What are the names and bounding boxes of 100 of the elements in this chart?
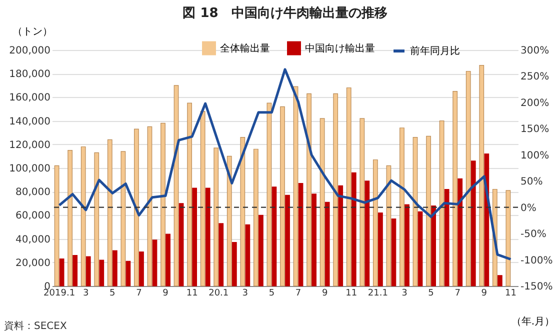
x-tick-label: 2019.1 [44, 288, 76, 298]
bar [166, 234, 170, 286]
bar [120, 151, 126, 286]
x-tick-label: 11 [504, 288, 516, 298]
bar [506, 190, 511, 286]
bar [351, 172, 356, 286]
y-tick-label: 160,000 [9, 92, 50, 104]
bar [439, 120, 444, 286]
bar [178, 203, 184, 286]
bar [386, 165, 392, 286]
bar [391, 218, 396, 286]
x-tick-label: 21.1 [368, 288, 388, 298]
bar [333, 93, 338, 286]
bar [404, 204, 410, 286]
bar [187, 102, 192, 286]
bar [458, 178, 463, 286]
text: 資料：SECEX [4, 320, 67, 332]
bar [312, 194, 316, 286]
legend-label: 前年同月比 [410, 45, 460, 57]
bar [107, 139, 112, 286]
y-tick-label: 140,000 [9, 116, 50, 128]
bar [59, 258, 64, 286]
bar [54, 165, 60, 286]
bar [254, 148, 258, 286]
y2-tick-label: -50% [520, 229, 546, 240]
bar [152, 240, 158, 286]
bar [360, 118, 365, 286]
bar [378, 212, 383, 286]
y-tick-label: 20,000 [16, 258, 50, 269]
bar [205, 188, 210, 286]
x-tick-label: 11 [186, 288, 198, 298]
bar [426, 136, 431, 286]
x-tick-label: 3 [402, 288, 408, 298]
bar [452, 91, 458, 286]
bar [232, 242, 237, 286]
x-tick-label: 7 [454, 288, 460, 298]
bar [338, 185, 344, 286]
bar [80, 146, 86, 286]
bar [364, 180, 370, 286]
bar [126, 260, 131, 286]
x-tick-label: 3 [242, 288, 248, 298]
bar [306, 93, 312, 286]
x-tick-label: 5 [110, 288, 116, 298]
legend-label: 中国向け輸出量 [305, 42, 375, 54]
bar [94, 152, 100, 286]
bar [346, 87, 352, 286]
bar [298, 183, 304, 286]
x-tick-label: 5 [268, 288, 275, 298]
line-series [58, 68, 512, 261]
bar [431, 205, 436, 286]
bar [372, 159, 378, 286]
x-tick-label: 11 [346, 288, 358, 298]
bar [214, 148, 219, 286]
bar [112, 250, 118, 286]
bar [258, 214, 264, 286]
y2-tick-label: 50% [520, 176, 543, 188]
bar [218, 223, 224, 286]
bar [418, 211, 423, 286]
y-tick-label: 80,000 [16, 187, 50, 198]
bar [86, 256, 91, 286]
bar [245, 224, 250, 286]
bar [285, 194, 290, 286]
bar [68, 150, 72, 286]
y-tick-label: 120,000 [9, 140, 50, 151]
bar [192, 188, 198, 286]
bar [99, 260, 104, 286]
legend-label: 全体輸出量 [220, 42, 270, 54]
bar [266, 102, 272, 286]
bar [479, 65, 484, 286]
bar [72, 255, 78, 286]
y-tick-label: 40,000 [16, 234, 50, 246]
bar [226, 156, 232, 286]
bar [320, 118, 325, 286]
y-axis-title: （トン） [12, 26, 52, 38]
y-tick-label: 60,000 [16, 210, 50, 222]
bar [400, 128, 404, 286]
x-axis-title: （年.月） [511, 316, 554, 328]
bar [139, 251, 144, 286]
bar [498, 275, 502, 286]
bar [324, 202, 330, 286]
y-tick-label: 100,000 [9, 164, 50, 174]
chart-title: 図 18 中国向け牛肉輸出量の推移 [182, 6, 388, 21]
bar [134, 128, 139, 286]
x-tick-label: 9 [162, 288, 169, 298]
y-tick-label: 200,000 [9, 46, 50, 56]
bar [160, 122, 166, 286]
y2-tick-label: -150% [520, 282, 553, 292]
bar [272, 186, 277, 286]
y2-tick-label: 300% [520, 46, 550, 56]
x-tick-label: 9 [322, 288, 328, 298]
x-tick-label: 7 [136, 288, 142, 298]
x-tick-label: 5 [428, 288, 434, 298]
bar [147, 126, 152, 286]
y-tick-label: 180,000 [9, 69, 50, 80]
x-tick-label: 20.1 [208, 288, 229, 298]
bar [470, 160, 476, 286]
x-tick-label: 7 [295, 288, 302, 298]
bar [444, 188, 450, 286]
y2-tick-label: 200% [520, 98, 550, 109]
bar [280, 106, 285, 286]
